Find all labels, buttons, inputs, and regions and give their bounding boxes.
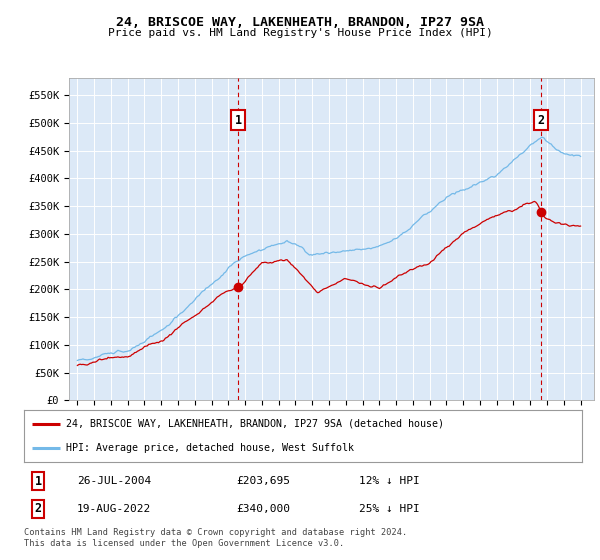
Text: £203,695: £203,695	[236, 476, 290, 486]
Text: Contains HM Land Registry data © Crown copyright and database right 2024.: Contains HM Land Registry data © Crown c…	[24, 528, 407, 537]
Text: 2: 2	[34, 502, 41, 515]
Text: 19-AUG-2022: 19-AUG-2022	[77, 504, 151, 514]
Text: 1: 1	[34, 475, 41, 488]
Text: 24, BRISCOE WAY, LAKENHEATH, BRANDON, IP27 9SA: 24, BRISCOE WAY, LAKENHEATH, BRANDON, IP…	[116, 16, 484, 29]
Text: 25% ↓ HPI: 25% ↓ HPI	[359, 504, 419, 514]
Text: Price paid vs. HM Land Registry's House Price Index (HPI): Price paid vs. HM Land Registry's House …	[107, 28, 493, 38]
Text: This data is licensed under the Open Government Licence v3.0.: This data is licensed under the Open Gov…	[24, 539, 344, 548]
Text: 24, BRISCOE WAY, LAKENHEATH, BRANDON, IP27 9SA (detached house): 24, BRISCOE WAY, LAKENHEATH, BRANDON, IP…	[66, 419, 444, 429]
Text: 1: 1	[235, 114, 242, 127]
Text: 26-JUL-2004: 26-JUL-2004	[77, 476, 151, 486]
Text: 12% ↓ HPI: 12% ↓ HPI	[359, 476, 419, 486]
Text: £340,000: £340,000	[236, 504, 290, 514]
Text: HPI: Average price, detached house, West Suffolk: HPI: Average price, detached house, West…	[66, 443, 354, 453]
Text: 2: 2	[537, 114, 544, 127]
